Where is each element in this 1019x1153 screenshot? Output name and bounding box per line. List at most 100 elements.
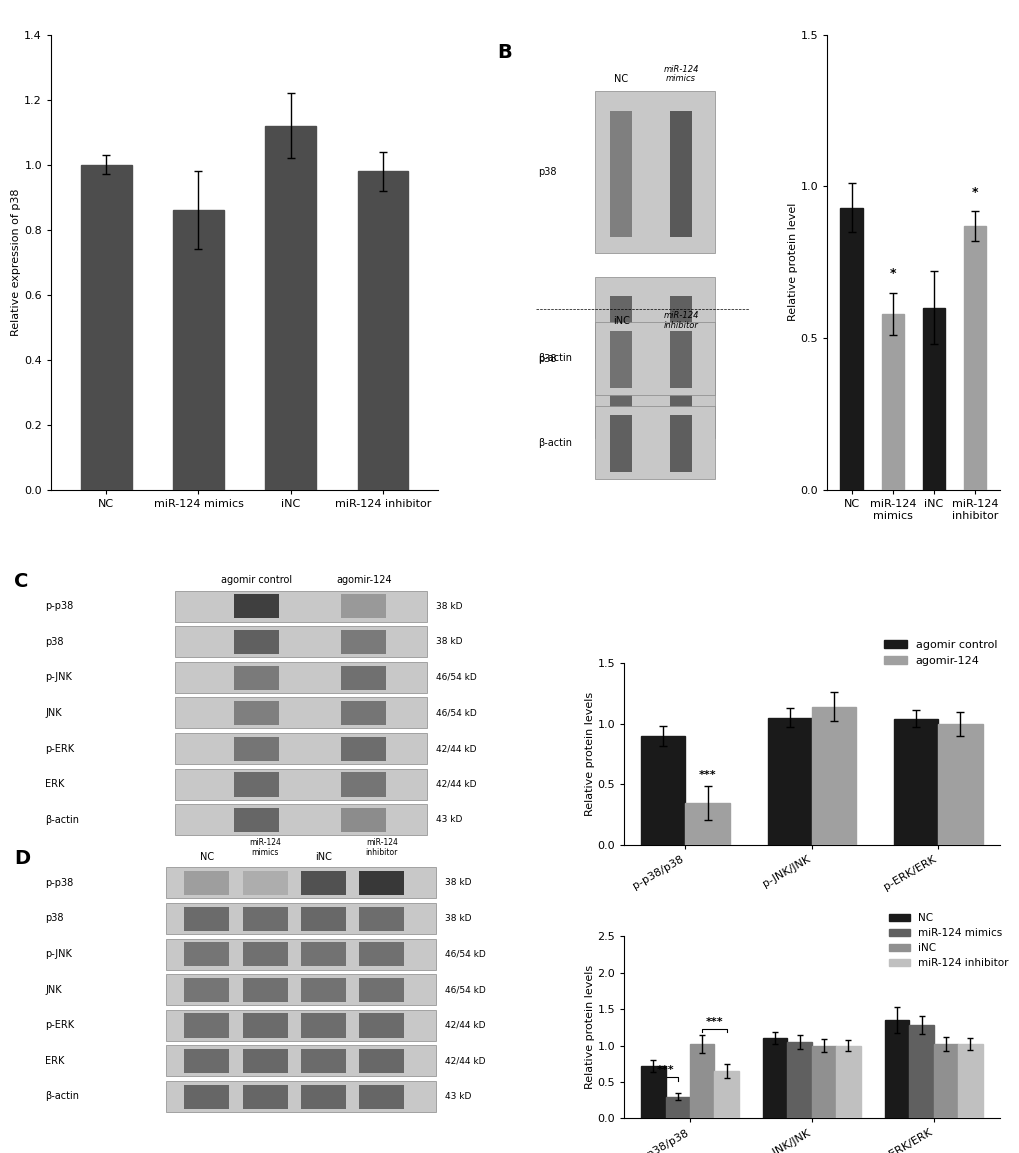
Bar bbox=[836, 1046, 860, 1118]
Bar bbox=[909, 1025, 932, 1118]
Text: miR-124
mimics: miR-124 mimics bbox=[249, 838, 281, 857]
Bar bbox=[963, 226, 985, 490]
FancyBboxPatch shape bbox=[175, 805, 426, 835]
FancyBboxPatch shape bbox=[243, 1013, 287, 1038]
FancyBboxPatch shape bbox=[610, 415, 632, 472]
FancyBboxPatch shape bbox=[669, 111, 691, 236]
Bar bbox=[762, 1038, 787, 1118]
FancyBboxPatch shape bbox=[359, 871, 404, 895]
FancyBboxPatch shape bbox=[243, 871, 287, 895]
Bar bbox=[894, 718, 937, 845]
Text: p38: p38 bbox=[45, 913, 64, 924]
Bar bbox=[840, 208, 862, 490]
FancyBboxPatch shape bbox=[166, 974, 435, 1005]
Text: p-p38: p-p38 bbox=[45, 877, 73, 888]
FancyBboxPatch shape bbox=[233, 665, 278, 689]
Bar bbox=[922, 308, 945, 490]
FancyBboxPatch shape bbox=[243, 1085, 287, 1109]
FancyBboxPatch shape bbox=[166, 1046, 435, 1077]
FancyBboxPatch shape bbox=[243, 906, 287, 930]
Y-axis label: Relative protein level: Relative protein level bbox=[787, 203, 797, 322]
FancyBboxPatch shape bbox=[669, 296, 691, 422]
FancyBboxPatch shape bbox=[184, 871, 229, 895]
FancyBboxPatch shape bbox=[341, 737, 386, 761]
Text: 38 kD: 38 kD bbox=[435, 602, 462, 611]
Text: 46/54 kD: 46/54 kD bbox=[435, 708, 476, 717]
Text: 38 kD: 38 kD bbox=[444, 914, 471, 922]
FancyBboxPatch shape bbox=[301, 942, 345, 966]
Text: 38 kD: 38 kD bbox=[435, 638, 462, 646]
Text: 46/54 kD: 46/54 kD bbox=[435, 673, 476, 681]
Text: 46/54 kD: 46/54 kD bbox=[444, 950, 485, 958]
Text: miR-124
mimics: miR-124 mimics bbox=[662, 65, 698, 83]
Text: JNK: JNK bbox=[45, 708, 62, 718]
FancyBboxPatch shape bbox=[301, 1013, 345, 1038]
FancyBboxPatch shape bbox=[301, 1085, 345, 1109]
FancyBboxPatch shape bbox=[359, 1049, 404, 1073]
Text: β-actin: β-actin bbox=[45, 815, 79, 824]
FancyBboxPatch shape bbox=[233, 773, 278, 797]
Bar bbox=[641, 736, 685, 845]
Text: B: B bbox=[496, 43, 512, 61]
Text: 38 kD: 38 kD bbox=[444, 879, 471, 888]
Text: 42/44 kD: 42/44 kD bbox=[444, 1056, 485, 1065]
Text: 46/54 kD: 46/54 kD bbox=[444, 985, 485, 994]
FancyBboxPatch shape bbox=[233, 701, 278, 725]
Bar bbox=[787, 1042, 811, 1118]
Text: miR-124
inhibitor: miR-124 inhibitor bbox=[662, 311, 698, 330]
Text: 43 kD: 43 kD bbox=[435, 815, 462, 824]
FancyBboxPatch shape bbox=[243, 1049, 287, 1073]
FancyBboxPatch shape bbox=[233, 808, 278, 832]
Bar bbox=[641, 1067, 665, 1118]
FancyBboxPatch shape bbox=[301, 1049, 345, 1073]
FancyBboxPatch shape bbox=[233, 630, 278, 654]
FancyBboxPatch shape bbox=[341, 630, 386, 654]
Text: β-actin: β-actin bbox=[537, 353, 571, 362]
FancyBboxPatch shape bbox=[341, 773, 386, 797]
Text: ***: *** bbox=[656, 1065, 674, 1076]
FancyBboxPatch shape bbox=[166, 1082, 435, 1111]
FancyBboxPatch shape bbox=[175, 626, 426, 657]
Legend: NC, miR-124 mimics, iNC, miR-124 inhibitor: NC, miR-124 mimics, iNC, miR-124 inhibit… bbox=[884, 909, 1012, 973]
FancyBboxPatch shape bbox=[610, 296, 632, 422]
Text: p-JNK: p-JNK bbox=[45, 672, 72, 683]
FancyBboxPatch shape bbox=[595, 91, 714, 253]
FancyBboxPatch shape bbox=[175, 733, 426, 764]
Text: p-ERK: p-ERK bbox=[45, 1020, 74, 1031]
FancyBboxPatch shape bbox=[184, 1013, 229, 1038]
Text: NC: NC bbox=[613, 74, 628, 84]
FancyBboxPatch shape bbox=[301, 978, 345, 1002]
Y-axis label: Relative protein levels: Relative protein levels bbox=[584, 692, 594, 816]
Y-axis label: Relative expression of p38: Relative expression of p38 bbox=[11, 189, 21, 336]
Text: 42/44 kD: 42/44 kD bbox=[435, 779, 476, 789]
FancyBboxPatch shape bbox=[184, 978, 229, 1002]
FancyBboxPatch shape bbox=[669, 415, 691, 472]
Bar bbox=[173, 210, 223, 490]
FancyBboxPatch shape bbox=[184, 906, 229, 930]
Y-axis label: Relative protein levels: Relative protein levels bbox=[584, 965, 594, 1090]
Bar bbox=[957, 1045, 981, 1118]
Text: 43 kD: 43 kD bbox=[444, 1092, 471, 1101]
Text: ERK: ERK bbox=[45, 779, 64, 789]
FancyBboxPatch shape bbox=[669, 331, 691, 387]
Text: iNC: iNC bbox=[612, 316, 629, 325]
FancyBboxPatch shape bbox=[166, 867, 435, 898]
Bar bbox=[81, 165, 131, 490]
FancyBboxPatch shape bbox=[175, 769, 426, 800]
FancyBboxPatch shape bbox=[341, 665, 386, 689]
Text: p-JNK: p-JNK bbox=[45, 949, 72, 959]
Text: JNK: JNK bbox=[45, 985, 62, 995]
FancyBboxPatch shape bbox=[301, 871, 345, 895]
Text: iNC: iNC bbox=[315, 852, 331, 862]
Text: p38: p38 bbox=[537, 354, 555, 363]
FancyBboxPatch shape bbox=[243, 978, 287, 1002]
Bar bbox=[689, 1045, 713, 1118]
FancyBboxPatch shape bbox=[341, 594, 386, 618]
Text: p38: p38 bbox=[45, 636, 64, 647]
FancyBboxPatch shape bbox=[359, 978, 404, 1002]
Bar bbox=[811, 1046, 836, 1118]
Text: p-ERK: p-ERK bbox=[45, 744, 74, 754]
Bar bbox=[880, 314, 903, 490]
Text: p38: p38 bbox=[537, 167, 555, 178]
FancyBboxPatch shape bbox=[341, 701, 386, 725]
